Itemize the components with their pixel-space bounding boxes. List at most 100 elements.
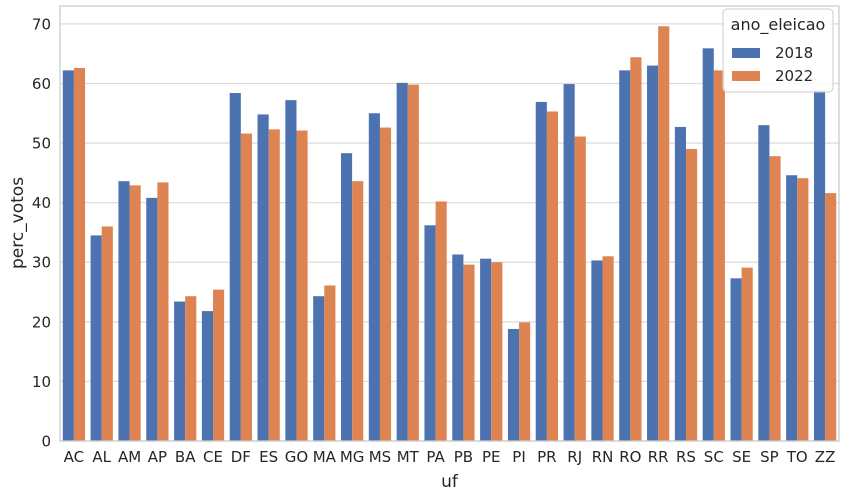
- x-tick-label-RO: RO: [619, 448, 641, 466]
- y-tick-label: 40: [32, 194, 51, 212]
- legend: ano_eleicao 2018 2022: [722, 8, 834, 93]
- bar-ES-2022: [268, 129, 280, 442]
- x-tick-label-CE: CE: [203, 448, 223, 466]
- legend-label-2018: 2018: [775, 44, 813, 62]
- bar-AC-2022: [73, 67, 86, 442]
- bar-TO-2018: [786, 175, 798, 441]
- x-tick-label-SE: SE: [732, 448, 751, 466]
- bar-RN-2018: [591, 260, 603, 441]
- x-tick-label-DF: DF: [231, 448, 251, 466]
- x-tick-label-ZZ: ZZ: [815, 448, 836, 466]
- bars-group: [62, 26, 837, 442]
- bar-SC-2018: [702, 48, 714, 441]
- bar-ZZ-2018: [813, 90, 826, 441]
- bar-MS-2018: [368, 113, 380, 441]
- x-tick-label-RR: RR: [648, 448, 669, 466]
- bar-RJ-2022: [574, 136, 586, 441]
- bar-CE-2022: [213, 289, 225, 441]
- y-tick-label: 60: [32, 75, 51, 93]
- bar-MS-2022: [379, 127, 392, 441]
- bar-AL-2018: [90, 235, 102, 441]
- bar-DF-2022: [240, 133, 252, 441]
- bar-RR-2022: [658, 26, 670, 441]
- y-tick-label: 20: [32, 313, 51, 331]
- x-tick-label-BA: BA: [175, 448, 196, 466]
- x-tick-label-MG: MG: [340, 448, 365, 466]
- bar-PB-2022: [463, 264, 475, 441]
- bar-PB-2018: [452, 254, 464, 441]
- bar-ES-2018: [257, 114, 269, 441]
- bar-CE-2018: [201, 311, 214, 441]
- y-axis-title: perc_votos: [8, 177, 28, 269]
- x-tick-label-PB: PB: [454, 448, 473, 466]
- plot-frame: [59, 5, 840, 442]
- bar-AP-2018: [146, 197, 158, 441]
- bar-AM-2018: [118, 181, 130, 442]
- bar-MG-2022: [352, 181, 364, 442]
- x-tick-label-MT: MT: [397, 448, 420, 466]
- bar-MT-2022: [407, 84, 419, 441]
- y-tick-label: 70: [32, 15, 51, 33]
- bar-PE-2018: [480, 258, 492, 441]
- bar-PR-2022: [546, 111, 559, 442]
- bar-RS-2022: [685, 149, 698, 441]
- bar-TO-2022: [797, 178, 809, 441]
- bar-AC-2018: [62, 70, 74, 441]
- bar-PR-2018: [535, 101, 547, 441]
- bar-SP-2018: [758, 125, 770, 441]
- bar-DF-2018: [229, 93, 241, 441]
- bar-RR-2018: [647, 65, 659, 441]
- x-tick-label-AC: AC: [64, 448, 84, 466]
- bar-BA-2022: [185, 296, 197, 441]
- x-tick-label-TO: TO: [786, 448, 808, 466]
- y-tick-label: 0: [41, 433, 51, 451]
- legend-swatch-2018: [732, 48, 760, 58]
- x-axis-title: uf: [441, 472, 459, 492]
- x-tick-label-AM: AM: [118, 448, 141, 466]
- bar-PI-2018: [507, 328, 520, 441]
- x-tick-label-ES: ES: [259, 448, 278, 466]
- bar-RO-2018: [619, 70, 631, 441]
- bar-RJ-2018: [563, 84, 575, 441]
- x-tick-labels: AC AL AM AP BA CE DF ES GO MA MG MS MT PA PB PE PI PR RJ RN…: [64, 448, 836, 466]
- y-tick-labels: 0 10 20 30 40 50 60 70: [32, 15, 51, 450]
- bar-SE-2018: [730, 278, 742, 441]
- bar-PI-2022: [519, 322, 531, 441]
- bar-PA-2018: [424, 225, 436, 441]
- bar-ZZ-2022: [825, 193, 837, 441]
- bar-MG-2018: [340, 153, 353, 441]
- x-tick-label-SC: SC: [704, 448, 724, 466]
- y-tick-label: 30: [32, 254, 51, 272]
- bar-SP-2022: [769, 156, 781, 442]
- bar-RN-2022: [602, 256, 614, 441]
- bar-MT-2018: [396, 82, 408, 441]
- bar-AL-2022: [101, 226, 113, 441]
- legend-title: ano_eleicao: [731, 15, 826, 35]
- bar-GO-2022: [296, 130, 308, 442]
- bar-MA-2022: [324, 285, 336, 441]
- bar-MA-2018: [313, 296, 325, 441]
- x-tick-label-RS: RS: [676, 448, 696, 466]
- x-tick-label-AP: AP: [148, 448, 167, 466]
- x-tick-label-AL: AL: [92, 448, 111, 466]
- x-tick-label-PA: PA: [426, 448, 445, 466]
- x-tick-label-MA: MA: [313, 448, 337, 466]
- x-tick-label-MS: MS: [369, 448, 391, 466]
- bar-AM-2022: [129, 185, 141, 441]
- x-tick-label-SP: SP: [760, 448, 779, 466]
- legend-label-2022: 2022: [775, 67, 813, 85]
- x-tick-label-RN: RN: [592, 448, 614, 466]
- x-tick-label-RJ: RJ: [567, 448, 582, 466]
- x-tick-label-PI: PI: [512, 448, 525, 466]
- bar-RS-2018: [674, 126, 686, 441]
- y-tick-label: 10: [32, 373, 51, 391]
- x-tick-label-GO: GO: [285, 448, 308, 466]
- bar-PA-2022: [435, 201, 447, 441]
- bar-SC-2022: [713, 70, 725, 441]
- x-tick-label-PR: PR: [537, 448, 556, 466]
- bar-RO-2022: [630, 57, 642, 441]
- bar-PE-2022: [491, 262, 503, 441]
- x-tick-label-PE: PE: [482, 448, 501, 466]
- legend-swatch-2022: [732, 71, 760, 81]
